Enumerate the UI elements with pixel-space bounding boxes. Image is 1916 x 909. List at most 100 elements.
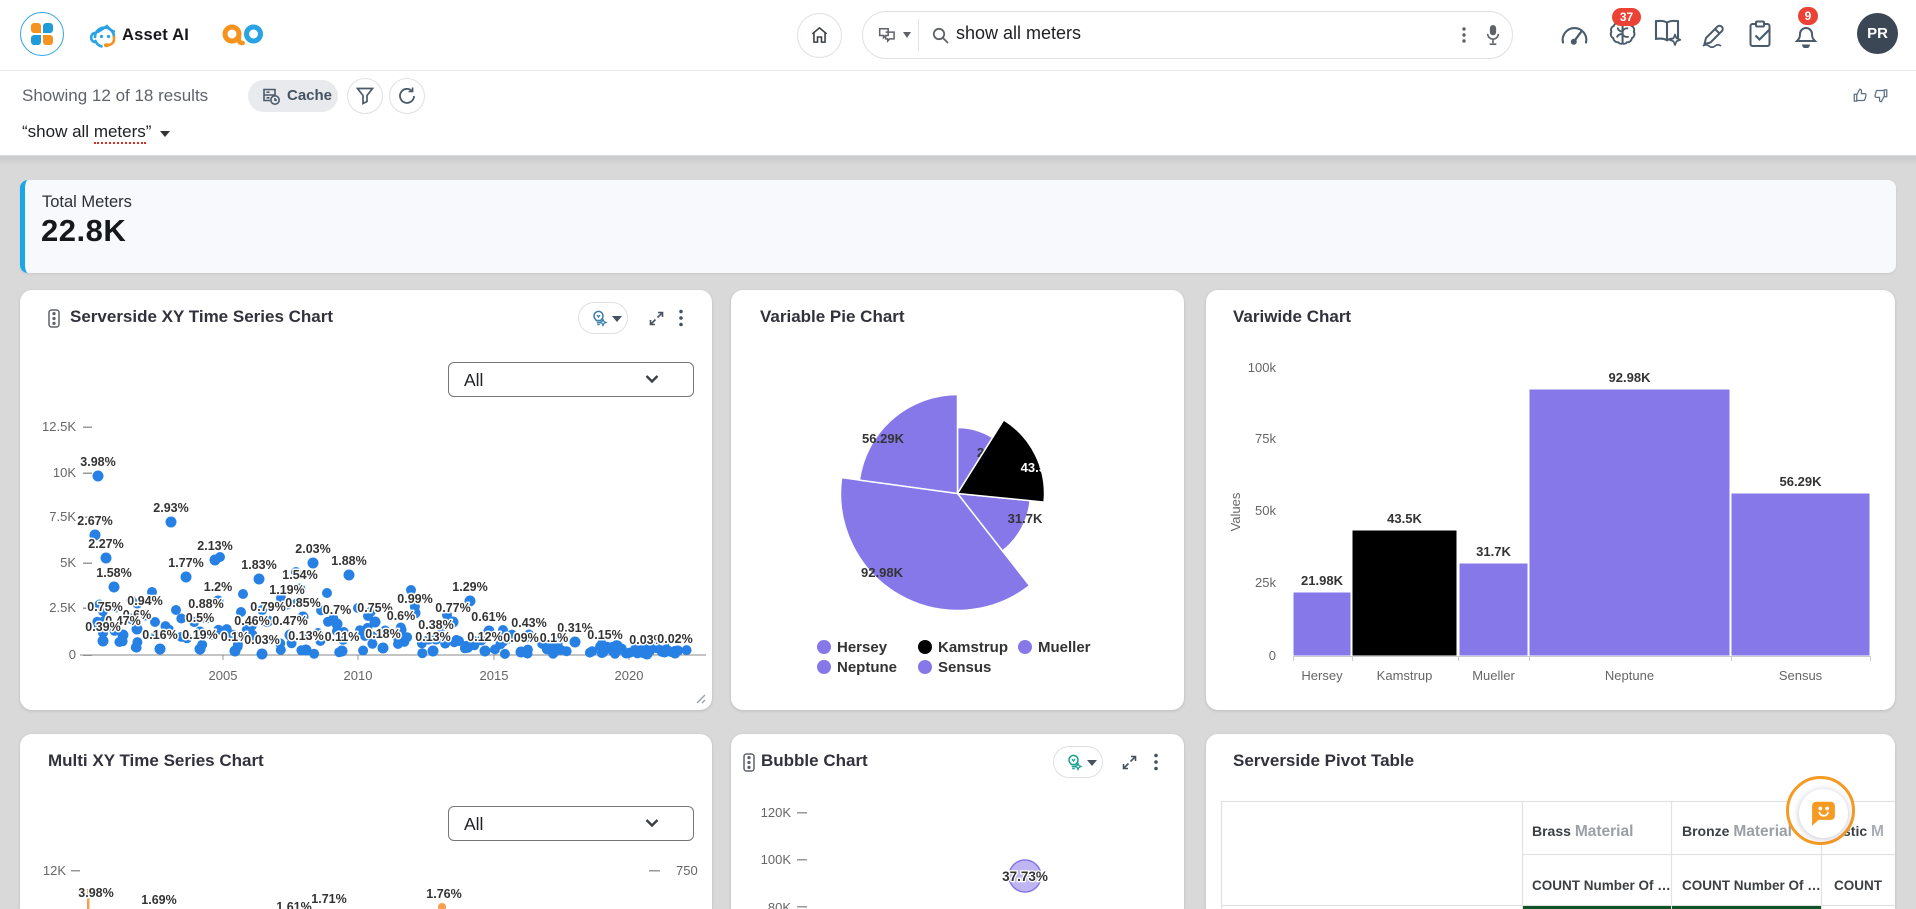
svg-text:0.61%: 0.61% — [471, 610, 506, 624]
svg-text:0.85%: 0.85% — [285, 596, 320, 610]
svg-text:0.6%: 0.6% — [387, 609, 416, 623]
svg-text:0.31%: 0.31% — [557, 621, 592, 635]
svg-text:0.15%: 0.15% — [587, 628, 622, 642]
svg-text:Values: Values — [1228, 492, 1243, 531]
svg-text:0.79%: 0.79% — [250, 600, 285, 614]
svg-text:0.02%: 0.02% — [657, 632, 692, 646]
svg-text:0.03%: 0.03% — [244, 633, 279, 647]
svg-text:COUNT: COUNT — [1834, 878, 1883, 893]
svg-text:Mueller: Mueller — [1038, 639, 1091, 656]
svg-text:2.67%: 2.67% — [77, 514, 112, 528]
svg-text:92.98K: 92.98K — [861, 565, 904, 580]
svg-text:Sensus: Sensus — [938, 659, 991, 676]
svg-text:1.71%: 1.71% — [311, 892, 346, 906]
svg-text:0: 0 — [1269, 648, 1276, 663]
svg-text:21.98K: 21.98K — [1301, 573, 1344, 588]
svg-text:3.98%: 3.98% — [78, 886, 113, 900]
svg-text:0.43%: 0.43% — [511, 616, 546, 630]
svg-text:3.98%: 3.98% — [80, 455, 115, 469]
svg-text:50k: 50k — [1255, 503, 1276, 518]
svg-text:37.73%: 37.73% — [1002, 869, 1048, 884]
svg-text:0.46%: 0.46% — [234, 614, 269, 628]
svg-text:COUNT Number Of …: COUNT Number Of … — [1682, 878, 1821, 893]
svg-text:0.12%: 0.12% — [467, 630, 502, 644]
svg-text:80K: 80K — [768, 900, 791, 909]
svg-text:0.13%: 0.13% — [288, 629, 323, 643]
svg-text:Neptune: Neptune — [837, 659, 897, 676]
svg-text:0.16%: 0.16% — [142, 628, 177, 642]
svg-text:0.09%: 0.09% — [503, 631, 538, 645]
svg-text:0: 0 — [69, 647, 76, 662]
svg-text:5K: 5K — [60, 555, 76, 570]
svg-text:0.13%: 0.13% — [415, 630, 450, 644]
svg-text:0.5%: 0.5% — [186, 611, 215, 625]
svg-text:Hersey: Hersey — [837, 639, 888, 656]
svg-text:0.11%: 0.11% — [325, 630, 360, 644]
svg-text:Brass Material: Brass Material — [1532, 823, 1633, 840]
svg-text:2.27%: 2.27% — [88, 537, 123, 551]
svg-text:2.93%: 2.93% — [153, 501, 188, 515]
svg-text:1.19%: 1.19% — [269, 583, 304, 597]
svg-text:31.7K: 31.7K — [1008, 511, 1043, 526]
svg-text:2015: 2015 — [480, 668, 509, 683]
svg-text:0.1%: 0.1% — [221, 630, 250, 644]
svg-text:0.47%: 0.47% — [105, 614, 140, 628]
svg-text:43.5K: 43.5K — [1021, 460, 1056, 475]
svg-text:1.76%: 1.76% — [426, 887, 461, 901]
svg-text:0.18%: 0.18% — [365, 627, 400, 641]
svg-text:120K: 120K — [761, 805, 792, 820]
svg-text:56.29K: 56.29K — [1780, 474, 1823, 489]
svg-text:COUNT Number Of …: COUNT Number Of … — [1532, 878, 1671, 893]
svg-text:1.54%: 1.54% — [282, 568, 317, 582]
svg-text:2005: 2005 — [209, 668, 238, 683]
svg-text:1.61%: 1.61% — [276, 900, 311, 909]
svg-text:12.5K: 12.5K — [42, 419, 76, 434]
svg-text:2.13%: 2.13% — [197, 539, 232, 553]
svg-text:2020: 2020 — [615, 668, 644, 683]
svg-text:25k: 25k — [1255, 575, 1276, 590]
svg-text:2.5K: 2.5K — [49, 600, 76, 615]
svg-text:0.77%: 0.77% — [435, 601, 470, 615]
svg-text:31.7K: 31.7K — [1476, 544, 1511, 559]
svg-text:1.83%: 1.83% — [241, 558, 276, 572]
svg-text:2010: 2010 — [344, 668, 373, 683]
svg-text:92.98K: 92.98K — [1609, 370, 1652, 385]
svg-text:0.19%: 0.19% — [182, 628, 217, 642]
svg-text:stic M: stic M — [1843, 823, 1884, 840]
svg-text:2.03%: 2.03% — [295, 542, 330, 556]
svg-text:1.77%: 1.77% — [168, 556, 203, 570]
svg-text:Hersey: Hersey — [1301, 668, 1343, 683]
svg-text:43.5K: 43.5K — [1387, 511, 1422, 526]
svg-text:0.94%: 0.94% — [127, 594, 162, 608]
svg-text:1.58%: 1.58% — [96, 566, 131, 580]
svg-text:7.5K: 7.5K — [49, 509, 76, 524]
svg-text:0.1%: 0.1% — [540, 631, 569, 645]
svg-text:100k: 100k — [1248, 360, 1277, 375]
svg-text:0.75%: 0.75% — [87, 600, 122, 614]
svg-text:0.38%: 0.38% — [418, 618, 453, 632]
svg-text:1.2%: 1.2% — [204, 580, 233, 594]
svg-text:100K: 100K — [761, 852, 792, 867]
svg-text:10K: 10K — [53, 465, 76, 480]
svg-text:0.39%: 0.39% — [85, 620, 120, 634]
svg-text:56.29K: 56.29K — [862, 431, 905, 446]
svg-text:0.7%: 0.7% — [323, 603, 352, 617]
svg-text:0.47%: 0.47% — [272, 614, 307, 628]
svg-text:1.88%: 1.88% — [331, 554, 366, 568]
svg-text:0.6%: 0.6% — [123, 608, 152, 622]
svg-text:Mueller: Mueller — [1472, 668, 1515, 683]
svg-text:1.69%: 1.69% — [141, 893, 176, 907]
svg-text:Sensus: Sensus — [1779, 668, 1823, 683]
svg-text:0.75%: 0.75% — [357, 601, 392, 615]
svg-text:1.29%: 1.29% — [452, 580, 487, 594]
svg-text:Kamstrup: Kamstrup — [1377, 668, 1433, 683]
svg-text:0.99%: 0.99% — [397, 592, 432, 606]
svg-text:Neptune: Neptune — [1605, 668, 1654, 683]
svg-text:75k: 75k — [1255, 431, 1276, 446]
svg-text:0.88%: 0.88% — [188, 597, 223, 611]
svg-text:Kamstrup: Kamstrup — [938, 639, 1008, 656]
svg-text:0.03%: 0.03% — [629, 633, 664, 647]
svg-text:750: 750 — [676, 863, 698, 878]
svg-text:Bronze Material: Bronze Material — [1682, 823, 1792, 840]
svg-text:12K: 12K — [43, 863, 66, 878]
